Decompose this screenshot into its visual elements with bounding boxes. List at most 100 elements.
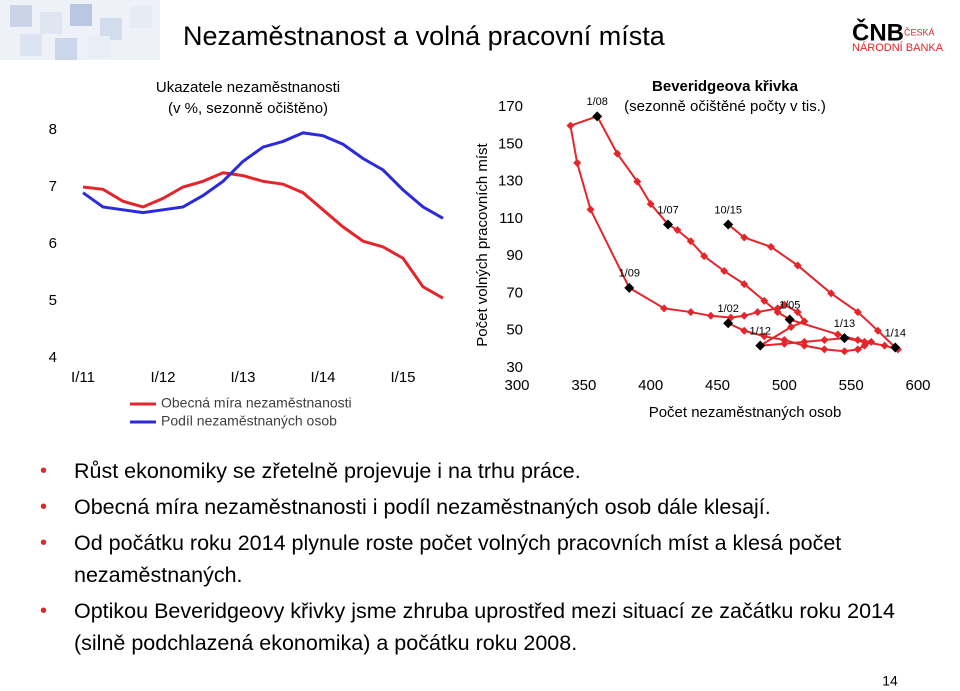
series-line — [569, 115, 899, 353]
y-tick-label: 6 — [49, 235, 57, 252]
logo-line: NÁRODNÍ BANKA — [852, 41, 944, 54]
annotation-marker — [890, 342, 901, 353]
annotation-marker — [663, 219, 674, 230]
point — [686, 308, 695, 317]
point — [753, 308, 762, 317]
annotation-label: 1/02 — [717, 303, 738, 315]
chart-subtitle: (v %, sezonně očištěno) — [168, 100, 328, 117]
point — [720, 267, 729, 276]
annotation-label: 10/15 — [714, 204, 742, 216]
chart-subtitle: (sezonně očištěné počty v tis.) — [624, 98, 826, 115]
y-tick-label: 170 — [498, 98, 523, 115]
point — [566, 121, 575, 130]
y-tick-label: 90 — [506, 247, 523, 264]
annotation-marker — [755, 340, 766, 351]
point — [780, 300, 789, 309]
annotation-label: 1/09 — [619, 268, 640, 280]
point — [740, 280, 749, 289]
legend-label: Obecná míra nezaměstnanosti — [161, 395, 352, 411]
annotation-marker — [624, 282, 635, 293]
y-tick-label: 110 — [499, 210, 523, 227]
x-axis-label: Počet nezaměstnaných osob — [649, 404, 842, 421]
bullet: Obecná míra nezaměstnanosti i podíl neza… — [40, 491, 920, 523]
y-axis-label: Počet volných pracovních míst — [474, 142, 491, 346]
x-tick-label: 400 — [638, 377, 663, 394]
y-tick-label: 30 — [506, 359, 523, 376]
point — [820, 336, 829, 345]
point — [853, 336, 862, 345]
annotation-marker — [784, 314, 795, 325]
point — [860, 337, 869, 346]
point — [873, 326, 882, 335]
annotation-label: 1/14 — [885, 327, 906, 339]
x-tick-label: I/12 — [150, 369, 175, 386]
point — [740, 326, 749, 335]
x-tick-label: I/11 — [71, 369, 95, 386]
bullet: Růst ekonomiky se zřetelně projevuje i n… — [40, 455, 920, 487]
point — [787, 322, 796, 331]
point — [760, 296, 769, 305]
point — [613, 149, 622, 158]
bullet: Od počátku roku 2014 plynule roste počet… — [40, 527, 920, 591]
point — [833, 330, 842, 339]
annotation-marker — [723, 318, 734, 329]
point — [740, 311, 749, 320]
point — [800, 337, 809, 346]
chart-title: Ukazatele nezaměstnanosti — [156, 79, 340, 96]
bullet: Optikou Beveridgeovy křivky jsme zhruba … — [40, 595, 920, 659]
y-tick-label: 8 — [49, 121, 57, 138]
legend-label: Podíl nezaměstnaných osob — [161, 413, 337, 429]
point — [573, 158, 582, 167]
point — [706, 311, 715, 320]
y-tick-label: 7 — [49, 178, 57, 195]
point — [853, 345, 862, 354]
y-tick-label: 130 — [498, 173, 523, 190]
annotation-label: 1/13 — [834, 318, 855, 330]
series-line — [82, 131, 444, 220]
y-tick-label: 50 — [506, 322, 523, 339]
point — [766, 242, 775, 251]
x-tick-label: 600 — [905, 377, 930, 394]
point — [800, 317, 809, 326]
chart-title: Beveridgeova křivka — [652, 78, 799, 95]
point — [880, 341, 889, 350]
y-tick-label: 150 — [498, 135, 523, 152]
point — [660, 304, 669, 313]
y-tick-label: 70 — [506, 284, 523, 301]
y-tick-label: 4 — [49, 349, 57, 366]
page-number: 14 — [882, 673, 898, 689]
x-tick-label: I/13 — [230, 369, 255, 386]
point — [853, 308, 862, 317]
x-tick-label: I/15 — [390, 369, 415, 386]
bullet-list: Růst ekonomiky se zřetelně projevuje i n… — [40, 455, 920, 663]
x-tick-label: 350 — [571, 377, 596, 394]
annotation-label: 1/08 — [586, 96, 607, 108]
annotation-label: 1/07 — [657, 204, 678, 216]
logo-line: ČESKÁ — [904, 27, 935, 37]
point — [793, 261, 802, 270]
annotation-label: 1/12 — [750, 326, 771, 338]
point — [867, 337, 876, 346]
point — [586, 205, 595, 214]
annotation-marker — [592, 111, 603, 122]
logo-mark: ČNB — [852, 18, 904, 46]
point — [700, 252, 709, 261]
point — [793, 308, 802, 317]
point — [673, 226, 682, 235]
point — [773, 304, 782, 313]
x-tick-label: 500 — [772, 377, 797, 394]
annotation-marker — [839, 333, 850, 344]
point — [646, 199, 655, 208]
x-tick-label: 300 — [504, 377, 529, 394]
point — [633, 177, 642, 186]
point — [827, 289, 836, 298]
point — [760, 332, 769, 341]
series-line — [82, 171, 444, 300]
annotation-marker — [723, 219, 734, 230]
x-tick-label: 550 — [839, 377, 864, 394]
mosaic — [0, 0, 160, 60]
x-tick-label: 450 — [705, 377, 730, 394]
x-tick-label: I/14 — [310, 369, 335, 386]
point — [840, 347, 849, 356]
